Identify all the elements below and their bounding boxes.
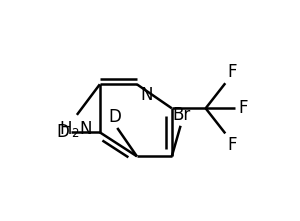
Text: D: D <box>56 123 69 141</box>
Text: N: N <box>140 86 153 105</box>
Text: H$_2$N: H$_2$N <box>59 119 92 139</box>
Text: F: F <box>227 136 237 154</box>
Text: F: F <box>238 99 248 117</box>
Text: D: D <box>109 108 122 126</box>
Text: F: F <box>227 63 237 81</box>
Text: Br: Br <box>172 106 191 124</box>
